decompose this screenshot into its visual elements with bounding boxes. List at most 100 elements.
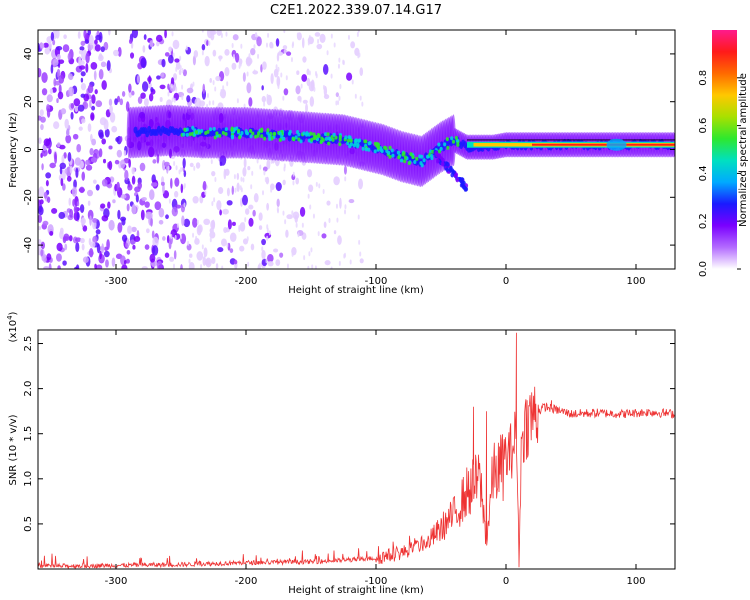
spectrogram-ridge-highlight [375,143,379,148]
spectrogram-ridge-highlight [266,128,270,133]
spectrogram-faint-blob [175,165,178,171]
spectrogram-faint-blob [314,265,317,269]
spectrogram-noise-blob [173,190,179,198]
spectrogram-noise-blob [306,68,310,76]
spectrogram-noise-blob [76,143,82,153]
spectrogram-faint-blob [262,190,265,196]
spectrogram-noise-blob [83,30,87,39]
spectrogram-ridge-highlight [338,142,342,147]
spectrogram-noise-blob [192,55,196,66]
spectrogram-noise-blob [253,193,259,203]
spectrogram-ridge-highlight [344,135,348,140]
spectrogram-noise-blob [248,217,254,227]
spectrogram-noise-blob [104,128,110,138]
spectrogram-faint-blob [337,63,340,69]
spectrogram-noise-blob [131,204,137,215]
spectrogram-ridge-highlight [233,127,237,132]
spectrogram-ridge-highlight [407,161,411,166]
spectrogram-branch-blob [445,162,450,167]
spectrogram-noise-blob [147,211,153,220]
spectrogram-faint-blob [251,170,254,176]
spectrogram-noise-blob [144,244,150,250]
spectrogram-ridge-highlight [208,127,213,132]
spectrogram-noise-blob [131,167,135,175]
spectrogram-noise-blob [111,257,116,268]
spectrogram-faint-blob [330,73,333,79]
spectrogram-ridge-highlight [451,139,456,144]
spectrogram-faint-blob [192,81,195,87]
spectrogram-noise-blob [59,162,67,170]
spectrogram-noise-blob [172,39,180,50]
spectrogram-x-ticks: -300 -200 -100 0 100 [105,30,646,287]
spectrogram-noise-blob [182,157,186,169]
spectrogram-noise-blob [140,57,147,69]
colorbar-tick-label: 0.6 [698,118,709,134]
spectrogram-ridge-highlight [194,130,198,135]
spectrogram-noise-blob [48,148,52,155]
spectrogram-faint-blob [330,266,333,269]
spectrogram-faint-blob [291,251,294,257]
spectrogram-faint-blob [263,170,266,176]
spectrogram-noise-blob [181,215,185,226]
spectrogram-noise-blob [106,60,111,71]
spectrogram-noise-blob [105,109,111,118]
spectrogram-ridge-highlight [299,139,303,144]
spectrogram-faint-blob [206,92,209,98]
spectrogram-noise-blob [92,235,98,244]
spectrogram-noise-blob [47,42,52,49]
spectrogram-faint-blob [308,35,311,41]
spectrogram-noise-blob [45,172,52,179]
spectrogram-noise-blob [125,258,130,264]
spectrogram-noise-blob [87,200,91,206]
spectrogram-noise-blob [326,200,331,206]
spectrogram-noise-blob [101,243,104,254]
spectrogram-noise-blob [90,112,95,121]
spectrogram-noise-blob [123,150,127,157]
spectrogram-noise-blob [275,259,281,266]
spectrogram-ridge-highlight [230,135,235,140]
spectrogram-noise-blob [127,225,133,235]
spectrogram-faint-blob [308,70,311,76]
spectrogram-noise-blob [226,187,230,197]
spectrogram-faint-blob [347,34,350,40]
spectrogram-noise-blob [321,233,327,239]
spectrogram-noise-blobs [38,30,365,269]
spectrogram-noise-blob [165,214,169,220]
spectrogram-noise-blob [152,236,159,248]
spectrogram-ridge-highlight [367,141,371,146]
spectrogram-faint-blob [336,217,339,223]
spectrogram-faint-blob [225,31,228,37]
spectrogram-noise-blob [39,109,44,117]
spectrogram-faint-blob [232,54,235,60]
spectrogram-faint-blob [358,52,361,58]
spectrogram-ridge-highlight [349,142,353,147]
snr-y-ticks: 0.5 1.0 1.5 2.0 2.5 [23,336,675,532]
spectrogram-noise-blob [102,158,107,164]
spectrogram-noise-blob [62,183,66,191]
spectrogram-noise-blob [222,208,229,215]
spectrogram-faint-blob [204,190,207,196]
spectrogram-noise-blob [275,182,282,192]
spectrogram-faint-blob [349,259,352,265]
spectrogram-ridge-highlight [316,132,321,137]
spectrogram-noise-blob [89,99,92,109]
spectrogram-ridge-highlight [396,150,401,155]
spectrogram-ridge-highlight [278,131,282,136]
spectrogram-noise-blob [87,84,94,94]
spectrogram-noise-blob [175,61,181,70]
spectrogram-noise-blob [283,88,289,96]
spectrogram-faint-blob [338,95,341,101]
spectrogram-noise-blob [243,157,247,168]
spectrogram-ridge-highlight [446,145,450,150]
spectrogram-noise-blob [162,183,165,194]
spectrogram-faint-blob [263,101,266,107]
spectrogram-faint-blob [178,169,181,175]
spectrogram-noise-blob [245,208,250,215]
spectrogram-noise-blob [85,159,91,166]
spectrogram-noise-blob [75,237,82,243]
spectrogram-noise-blob [43,138,51,147]
colorbar-tick-label: 0.0 [698,261,709,277]
spectrogram-noise-blob [105,259,109,268]
spectrogram-noise-blob [69,165,73,174]
